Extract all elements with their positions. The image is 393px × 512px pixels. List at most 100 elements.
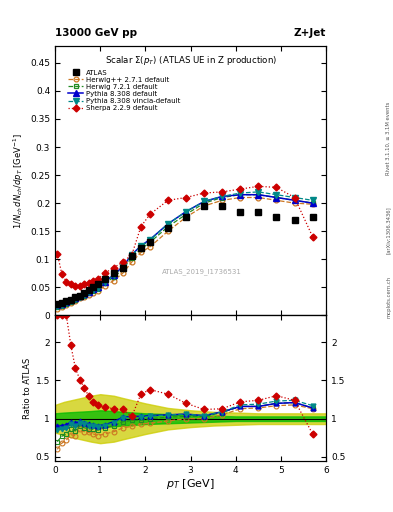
Herwig++ 2.7.1 default	[139, 249, 143, 255]
ATLAS	[202, 203, 207, 209]
Herwig++ 2.7.1 default	[310, 201, 315, 207]
Herwig++ 2.7.1 default	[64, 302, 69, 308]
Herwig++ 2.7.1 default	[59, 304, 64, 310]
Sherpa 2.2.9 default	[64, 279, 69, 285]
Herwig++ 2.7.1 default	[95, 288, 100, 294]
Sherpa 2.2.9 default	[139, 224, 143, 230]
ATLAS	[86, 287, 91, 293]
Sherpa 2.2.9 default	[73, 283, 78, 289]
Herwig 7.2.1 default	[310, 200, 315, 206]
Pythia 8.308 vincia-default	[59, 302, 64, 308]
Herwig 7.2.1 default	[139, 246, 143, 252]
Herwig 7.2.1 default	[64, 301, 69, 307]
Pythia 8.308 default	[184, 208, 189, 215]
Sherpa 2.2.9 default	[256, 183, 261, 189]
Sherpa 2.2.9 default	[82, 281, 87, 287]
Pythia 8.308 vincia-default	[184, 208, 189, 215]
Herwig++ 2.7.1 default	[184, 214, 189, 220]
Pythia 8.308 default	[73, 295, 78, 302]
Y-axis label: Ratio to ATLAS: Ratio to ATLAS	[23, 357, 31, 419]
Pythia 8.308 vincia-default	[202, 198, 207, 204]
Pythia 8.308 vincia-default	[86, 289, 91, 295]
Sherpa 2.2.9 default	[55, 250, 60, 257]
Herwig 7.2.1 default	[77, 294, 82, 301]
Herwig 7.2.1 default	[292, 197, 297, 203]
X-axis label: $p_T$ [GeV]: $p_T$ [GeV]	[166, 477, 215, 492]
Line: Herwig++ 2.7.1 default: Herwig++ 2.7.1 default	[55, 195, 315, 311]
ATLAS	[220, 203, 225, 209]
ATLAS	[274, 214, 279, 220]
Herwig 7.2.1 default	[59, 303, 64, 309]
ATLAS	[238, 208, 243, 215]
ATLAS	[148, 239, 152, 245]
Sherpa 2.2.9 default	[59, 271, 64, 277]
Sherpa 2.2.9 default	[202, 190, 207, 196]
ATLAS	[166, 225, 171, 231]
Herwig 7.2.1 default	[274, 195, 279, 201]
Pythia 8.308 default	[256, 191, 261, 198]
Sherpa 2.2.9 default	[130, 251, 134, 258]
Herwig 7.2.1 default	[120, 266, 125, 272]
Pythia 8.308 vincia-default	[112, 272, 116, 279]
Herwig++ 2.7.1 default	[73, 298, 78, 304]
Herwig 7.2.1 default	[68, 299, 73, 305]
Pythia 8.308 default	[130, 251, 134, 258]
Pythia 8.308 default	[139, 243, 143, 249]
Sherpa 2.2.9 default	[112, 265, 116, 271]
Pythia 8.308 vincia-default	[238, 190, 243, 196]
Pythia 8.308 default	[86, 289, 91, 295]
Pythia 8.308 vincia-default	[310, 197, 315, 203]
Herwig++ 2.7.1 default	[238, 195, 243, 201]
Herwig 7.2.1 default	[130, 254, 134, 261]
Sherpa 2.2.9 default	[238, 186, 243, 192]
Herwig++ 2.7.1 default	[202, 203, 207, 209]
Herwig 7.2.1 default	[166, 224, 171, 230]
Herwig++ 2.7.1 default	[102, 283, 107, 289]
ATLAS	[120, 265, 125, 271]
Legend: ATLAS, Herwig++ 2.7.1 default, Herwig 7.2.1 default, Pythia 8.308 default, Pythi: ATLAS, Herwig++ 2.7.1 default, Herwig 7.…	[67, 69, 182, 112]
ATLAS	[91, 284, 96, 290]
Sherpa 2.2.9 default	[91, 278, 96, 284]
Pythia 8.308 default	[95, 284, 100, 290]
Pythia 8.308 vincia-default	[82, 291, 87, 297]
Line: Sherpa 2.2.9 default: Sherpa 2.2.9 default	[55, 184, 315, 288]
ATLAS	[112, 270, 116, 276]
Herwig 7.2.1 default	[184, 211, 189, 218]
Sherpa 2.2.9 default	[86, 280, 91, 286]
Sherpa 2.2.9 default	[292, 195, 297, 201]
Herwig 7.2.1 default	[102, 280, 107, 286]
ATLAS	[68, 296, 73, 303]
Pythia 8.308 vincia-default	[220, 194, 225, 200]
ATLAS	[184, 214, 189, 220]
Herwig 7.2.1 default	[95, 286, 100, 292]
Herwig 7.2.1 default	[91, 288, 96, 294]
ATLAS	[77, 292, 82, 298]
Herwig++ 2.7.1 default	[130, 259, 134, 265]
Sherpa 2.2.9 default	[120, 259, 125, 265]
Herwig++ 2.7.1 default	[55, 306, 60, 312]
Herwig 7.2.1 default	[55, 304, 60, 310]
Pythia 8.308 default	[292, 197, 297, 203]
Herwig 7.2.1 default	[148, 239, 152, 245]
Pythia 8.308 default	[148, 237, 152, 243]
Herwig++ 2.7.1 default	[82, 294, 87, 300]
Herwig++ 2.7.1 default	[91, 290, 96, 296]
Pythia 8.308 default	[91, 286, 96, 292]
Pythia 8.308 default	[112, 272, 116, 278]
Pythia 8.308 vincia-default	[292, 195, 297, 201]
Pythia 8.308 vincia-default	[274, 191, 279, 198]
Sherpa 2.2.9 default	[95, 276, 100, 282]
Pythia 8.308 default	[102, 279, 107, 285]
Pythia 8.308 vincia-default	[102, 279, 107, 285]
Herwig++ 2.7.1 default	[77, 295, 82, 302]
Text: 13000 GeV pp: 13000 GeV pp	[55, 28, 137, 38]
Herwig++ 2.7.1 default	[274, 197, 279, 203]
Line: Herwig 7.2.1 default: Herwig 7.2.1 default	[55, 193, 315, 310]
ATLAS	[59, 300, 64, 306]
ATLAS	[55, 301, 60, 307]
Pythia 8.308 default	[64, 300, 69, 306]
Pythia 8.308 vincia-default	[91, 287, 96, 293]
Herwig++ 2.7.1 default	[256, 195, 261, 201]
Sherpa 2.2.9 default	[310, 233, 315, 240]
Pythia 8.308 default	[202, 198, 207, 204]
